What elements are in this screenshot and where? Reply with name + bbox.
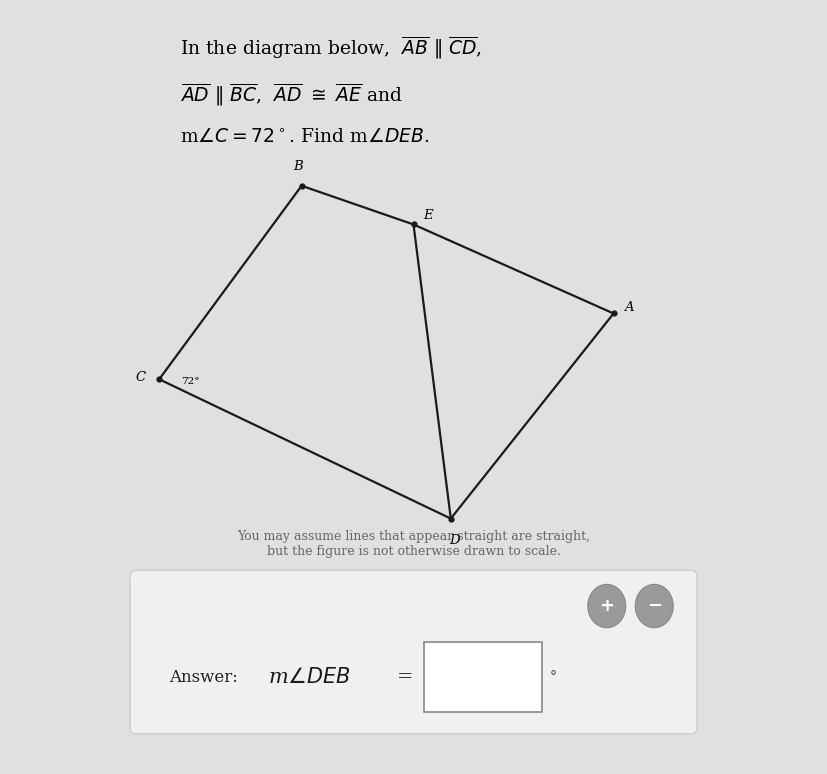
Text: °: ° — [549, 670, 556, 684]
Text: m$\angle C = 72^\circ$. Find m$\angle DEB$.: m$\angle C = 72^\circ$. Find m$\angle DE… — [179, 128, 429, 146]
FancyBboxPatch shape — [130, 570, 697, 734]
Text: E: E — [423, 209, 433, 221]
Text: Answer:: Answer: — [170, 669, 243, 686]
Circle shape — [588, 584, 626, 628]
Text: C: C — [135, 372, 146, 384]
FancyBboxPatch shape — [423, 642, 543, 712]
Text: D: D — [449, 534, 460, 546]
Text: B: B — [294, 160, 303, 173]
Text: +: + — [600, 597, 614, 615]
Text: A: A — [624, 301, 633, 313]
Text: In the diagram below,  $\overline{AB}$ $\|$ $\overline{CD}$,: In the diagram below, $\overline{AB}$ $\… — [179, 35, 481, 61]
Text: −: − — [647, 597, 662, 615]
Text: You may assume lines that appear straight are straight,
but the figure is not ot: You may assume lines that appear straigh… — [237, 530, 590, 558]
Text: m$\angle DEB$: m$\angle DEB$ — [268, 667, 351, 687]
Circle shape — [635, 584, 673, 628]
Text: 72°: 72° — [182, 377, 200, 386]
Text: =: = — [396, 668, 413, 687]
Text: $\overline{AD}$ $\|$ $\overline{BC}$,  $\overline{AD}$ $\cong$ $\overline{AE}$ a: $\overline{AD}$ $\|$ $\overline{BC}$, $\… — [179, 81, 403, 108]
